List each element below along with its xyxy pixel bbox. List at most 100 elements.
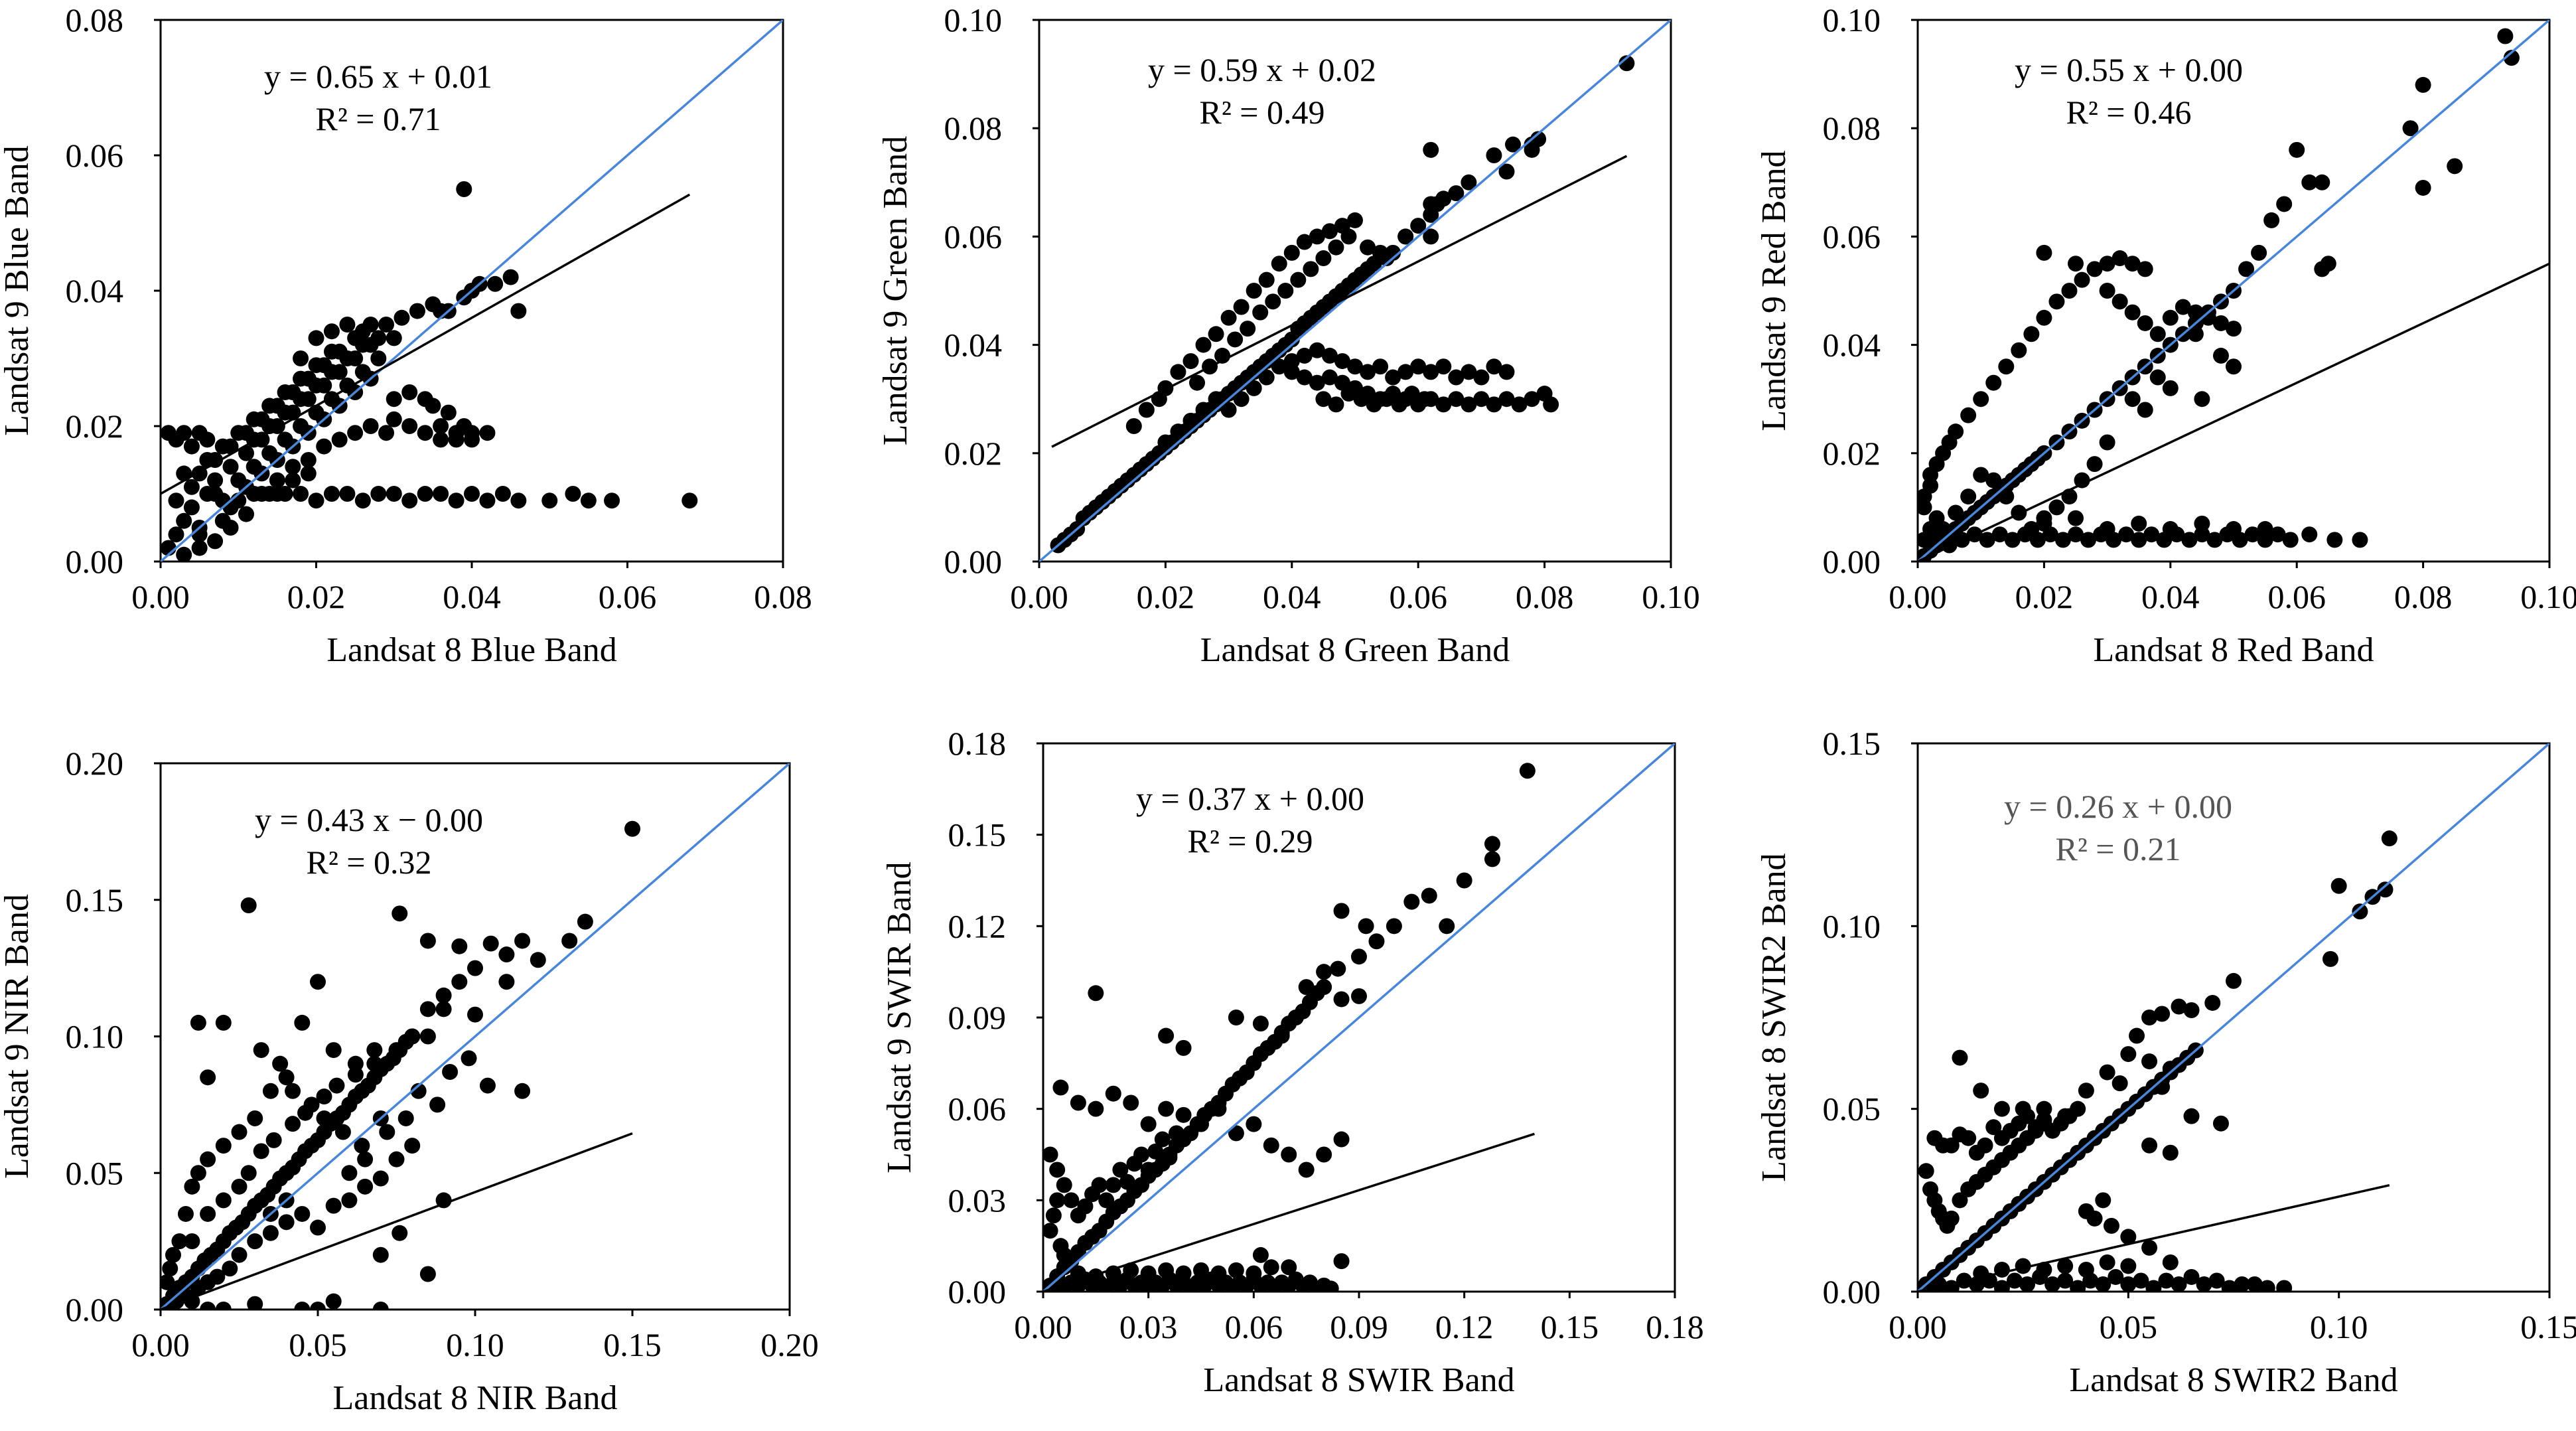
- data-point: [285, 459, 301, 475]
- data-point: [2006, 1272, 2023, 1289]
- plot-area: [1043, 743, 1675, 1292]
- data-point: [417, 486, 433, 502]
- data-point: [341, 1165, 358, 1181]
- data-point: [231, 1246, 248, 1263]
- data-point: [1366, 396, 1382, 413]
- data-point: [272, 1055, 289, 1072]
- data-point: [386, 391, 402, 408]
- data-point: [1125, 418, 1142, 434]
- data-point: [2402, 120, 2419, 137]
- regression-line: [1051, 155, 1628, 448]
- data-point: [1158, 1100, 1175, 1117]
- data-point: [285, 472, 301, 489]
- x-tick-label: 0.15: [603, 1326, 662, 1363]
- data-point: [308, 492, 324, 509]
- x-tick-label: 0.06: [1389, 578, 1447, 615]
- x-tick-label: 0.10: [2310, 1308, 2368, 1345]
- data-point: [404, 1138, 421, 1154]
- x-tick-label: 0.18: [1646, 1308, 1704, 1345]
- data-point: [347, 330, 364, 346]
- data-point: [1486, 396, 1502, 413]
- data-point: [1228, 1262, 1244, 1278]
- regression-line: [161, 1132, 633, 1310]
- data-point: [372, 1246, 389, 1263]
- data-point: [278, 1069, 295, 1086]
- data-point: [580, 492, 597, 509]
- data-point: [2131, 532, 2147, 548]
- data-point: [1098, 1192, 1115, 1209]
- y-axis-label: Landsat 9 Green Band: [877, 136, 914, 445]
- data-point: [417, 391, 433, 408]
- x-tick-label: 0.02: [2015, 578, 2074, 615]
- plot-area: [161, 763, 790, 1310]
- data-point: [294, 1014, 311, 1031]
- data-point: [300, 465, 317, 482]
- data-point: [1448, 391, 1465, 408]
- data-point: [2099, 1064, 2115, 1081]
- regression-equation: y = 0.55 x + 0.00: [2015, 51, 2243, 88]
- data-point: [1273, 1027, 1290, 1044]
- data-point: [300, 370, 317, 387]
- data-point: [2175, 299, 2191, 315]
- data-point: [1315, 250, 1332, 267]
- plot-area: [1039, 20, 1671, 562]
- x-tick-label: 0.00: [1014, 1308, 1072, 1345]
- data-point: [514, 933, 531, 949]
- data-point: [2108, 1268, 2124, 1285]
- data-point: [1486, 147, 1502, 163]
- y-tick-label: 0.06: [1823, 218, 1881, 255]
- data-point: [2078, 1261, 2094, 1278]
- data-point: [1948, 504, 1964, 521]
- data-point: [2036, 309, 2052, 326]
- data-point: [1333, 1131, 1350, 1148]
- data-point: [1228, 1125, 1244, 1142]
- data-point: [357, 1178, 374, 1195]
- data-point: [1043, 1223, 1058, 1239]
- data-point: [2068, 526, 2084, 543]
- data-point: [442, 1063, 459, 1080]
- plot-area: [161, 20, 783, 562]
- data-point: [386, 330, 402, 346]
- data-point: [1985, 374, 2002, 391]
- data-point: [1208, 391, 1224, 408]
- data-point: [1182, 412, 1199, 429]
- data-point: [1246, 1265, 1262, 1282]
- data-point: [200, 1151, 216, 1167]
- data-point: [2162, 309, 2179, 326]
- data-point: [1052, 1079, 1069, 1096]
- data-point: [2118, 526, 2135, 543]
- data-point: [1263, 1137, 1279, 1154]
- x-tick-label: 0.00: [1889, 1308, 1947, 1345]
- data-point: [1993, 1261, 2010, 1278]
- data-point: [1220, 309, 1237, 326]
- y-tick-label: 0.05: [66, 1154, 124, 1191]
- data-point: [1070, 1265, 1086, 1282]
- data-point: [479, 425, 496, 441]
- data-point: [1403, 893, 1420, 910]
- y-axis-label: Landsat 9 Red Band: [1755, 150, 1793, 431]
- data-point: [183, 479, 200, 495]
- data-point: [362, 317, 379, 333]
- data-point: [238, 425, 254, 441]
- data-point: [214, 512, 231, 529]
- data-point: [1943, 1210, 1960, 1227]
- data-point: [2226, 358, 2242, 375]
- data-point: [357, 1151, 374, 1167]
- data-point: [285, 1116, 301, 1132]
- y-tick-label: 0.10: [1823, 1, 1881, 38]
- data-point: [1287, 1010, 1304, 1025]
- y-tick-label: 0.02: [1823, 435, 1881, 472]
- x-tick-label: 0.06: [2267, 578, 2326, 615]
- y-tick-label: 0.12: [948, 907, 1007, 944]
- data-point: [1258, 271, 1275, 288]
- data-point: [1928, 510, 1945, 526]
- data-point: [215, 1192, 232, 1209]
- data-point: [419, 1001, 436, 1017]
- data-point: [1435, 396, 1452, 413]
- data-point: [1316, 964, 1332, 980]
- data-point: [1918, 489, 1932, 505]
- data-point: [293, 486, 309, 502]
- data-point: [1147, 1143, 1164, 1160]
- data-point: [2171, 1276, 2187, 1292]
